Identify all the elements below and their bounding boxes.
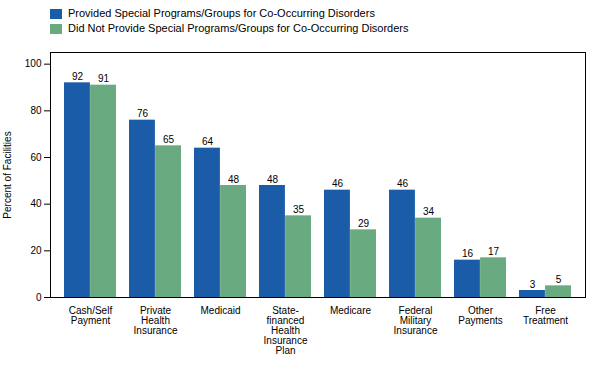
svg-text:OtherPayments: OtherPayments (458, 305, 502, 326)
html-text:Did Not Provide Special Progra: Did Not Provide Special Programs/Groups … (68, 22, 409, 34)
svg-text:Cash/SelfPayment: Cash/SelfPayment (69, 305, 113, 326)
svg-text:Medicare: Medicare (330, 305, 372, 316)
svg-text:0: 0 (36, 292, 42, 303)
svg-text:FreeTreatment: FreeTreatment (523, 305, 568, 326)
svg-text:34: 34 (423, 206, 435, 217)
svg-text:48: 48 (228, 174, 240, 185)
svg-text:20: 20 (30, 245, 42, 256)
svg-text:Medicaid: Medicaid (200, 305, 240, 316)
svg-text:State-financedHealthInsuranceP: State-financedHealthInsurancePlan (264, 305, 308, 356)
svg-text:80: 80 (30, 105, 42, 116)
svg-text:48: 48 (267, 174, 279, 185)
svg-text:5: 5 (556, 274, 562, 285)
html-text:Provided Special Programs/Grou: Provided Special Programs/Groups for Co-… (68, 7, 375, 19)
svg-text:65: 65 (163, 134, 175, 145)
svg-text:FederalMilitaryInsurance: FederalMilitaryInsurance (394, 305, 438, 336)
svg-text:17: 17 (488, 246, 500, 257)
svg-text:Percent of Facilities: Percent of Facilities (2, 131, 13, 218)
svg-text:29: 29 (358, 218, 370, 229)
svg-text:46: 46 (332, 178, 344, 189)
svg-text:40: 40 (30, 198, 42, 209)
svg-text:92: 92 (72, 71, 84, 82)
svg-text:3: 3 (530, 279, 536, 290)
svg-text:46: 46 (397, 178, 409, 189)
svg-text:PrivateHealthInsurance: PrivateHealthInsurance (134, 305, 178, 336)
svg-text:91: 91 (98, 73, 110, 84)
svg-text:76: 76 (137, 108, 149, 119)
svg-text:100: 100 (25, 58, 42, 69)
svg-text:60: 60 (30, 152, 42, 163)
svg-text:35: 35 (293, 204, 305, 215)
svg-text:16: 16 (462, 248, 474, 259)
svg-text:64: 64 (202, 136, 214, 147)
